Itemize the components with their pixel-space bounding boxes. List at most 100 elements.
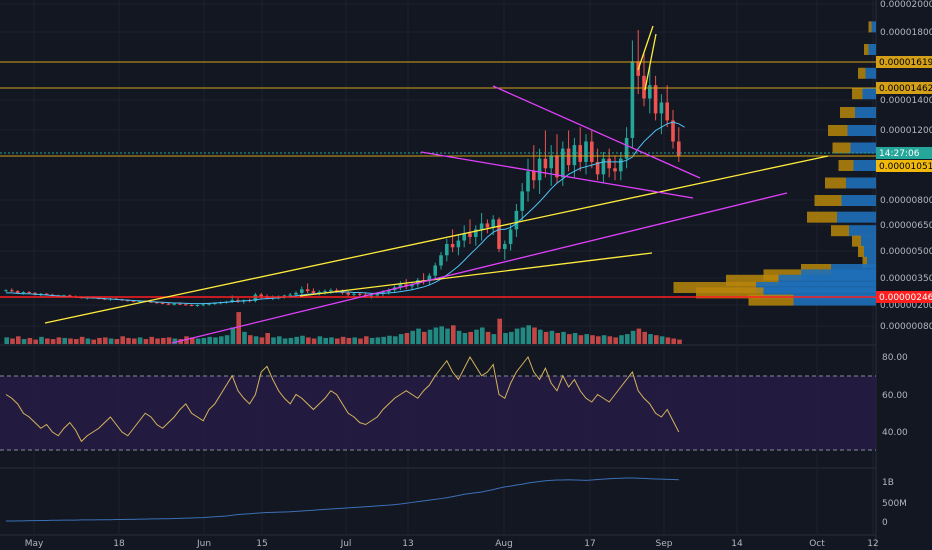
candle-body: [230, 300, 234, 302]
volume-bar: [369, 337, 375, 344]
candle-body: [427, 275, 432, 282]
price-tags: 0.00001619 0.00001462 14:27:06 0.00001051 0.…: [876, 56, 932, 303]
volume-bar: [503, 333, 508, 344]
price-tick-label: 0.00000500: [880, 247, 932, 257]
volume-bar: [358, 338, 363, 344]
magenta-wedge-lower[interactable]: [420, 151, 694, 199]
yellow-trendline-short[interactable]: [299, 252, 653, 297]
candle-body: [207, 303, 211, 305]
candle-body: [68, 295, 72, 297]
candle-body: [671, 120, 675, 142]
candle-body: [178, 303, 182, 305]
vp-down-bar: [862, 256, 867, 268]
volume-bar: [207, 336, 212, 344]
magenta-trendline-long[interactable]: [171, 192, 788, 344]
price-axis[interactable]: 0.00002000 0.00001800 0.00001400 0.00001200…: [880, 0, 932, 332]
volume-bar: [33, 339, 38, 344]
volume-bar: [172, 338, 178, 344]
vp-down-bar: [726, 274, 779, 286]
candle-body: [514, 210, 519, 230]
vp-up-bar: [871, 21, 876, 33]
candle-body: [311, 291, 316, 293]
candle-body: [532, 171, 536, 181]
yellow-trendline-long[interactable]: [44, 155, 829, 324]
volume-bar: [364, 336, 369, 344]
time-tick-label: Sep: [656, 539, 673, 549]
volume-bar: [39, 336, 44, 344]
volume-bar: [520, 327, 526, 344]
time-axis[interactable]: May 18 Jun 15 Jul 13 Aug 17 Sep 14 Oct 12: [25, 539, 879, 549]
price-tick-label: 0.00002000: [880, 0, 932, 10]
volume-bar: [317, 336, 323, 344]
volume-bar: [340, 336, 346, 344]
vp-down-bar: [858, 67, 866, 79]
volume-bar: [259, 337, 265, 344]
volume-bar: [381, 336, 386, 344]
rsi-polyline: [5, 355, 680, 443]
rsi-tick-label: 40.00: [882, 428, 908, 438]
candle-body: [439, 255, 443, 266]
time-tick-label: Jun: [196, 539, 211, 549]
candle-body: [479, 223, 484, 230]
volume-bar: [4, 337, 9, 344]
volume-profile: [673, 21, 876, 306]
yellow-spike-line-a[interactable]: [637, 25, 654, 71]
volume-bar: [10, 338, 15, 344]
candle-body: [15, 291, 20, 293]
volume-bar: [190, 337, 195, 344]
horizontal-levels[interactable]: [0, 61, 876, 298]
volume-bar: [236, 312, 241, 344]
candle-body: [561, 148, 565, 178]
vp-up-bar: [763, 287, 876, 299]
vp-down-bar: [868, 21, 872, 33]
vp-up-bar: [867, 256, 876, 268]
volume-bar: [21, 339, 27, 344]
volume-bar: [132, 338, 137, 344]
magenta-wedge-upper[interactable]: [492, 85, 701, 179]
price-tag-label: 14:27:06: [879, 149, 920, 159]
vp-up-bar: [793, 294, 876, 306]
volume-bar: [62, 337, 67, 344]
volume-bar: [393, 336, 398, 344]
candle-body: [358, 293, 362, 295]
volume-bar: [79, 336, 85, 344]
candle-body: [659, 102, 664, 114]
price-tick-label: 0.00000800: [880, 196, 932, 206]
vp-up-bar: [861, 235, 876, 247]
volume-bar: [462, 333, 468, 344]
candle-body: [253, 294, 258, 301]
volume-bar: [543, 331, 549, 344]
yellow-spike-line-b[interactable]: [644, 33, 657, 91]
price-tag: [876, 291, 932, 303]
vp-down-bar: [840, 107, 855, 118]
volume-bar: [85, 338, 91, 344]
volume-bar: [451, 325, 456, 344]
price-tag-label: 0.00001619: [879, 58, 932, 68]
trendlines[interactable]: [44, 25, 829, 344]
volume-bar: [114, 339, 120, 344]
volume-bar: [230, 327, 236, 344]
price-tag: [876, 56, 932, 68]
candle-body: [537, 158, 542, 181]
vp-down-bar: [852, 88, 863, 100]
volume-bar: [549, 330, 555, 344]
volume-bars: [4, 312, 682, 344]
volume-bar: [195, 338, 201, 344]
vp-up-bar: [865, 67, 876, 79]
candle-body: [166, 303, 171, 305]
candle-body: [450, 243, 455, 248]
vp-down-bar: [858, 246, 864, 257]
candle-body: [387, 290, 391, 293]
volume-bar: [108, 338, 114, 344]
candle-body: [619, 158, 623, 172]
candle-body: [398, 284, 403, 288]
candle-body: [160, 302, 165, 304]
candle-body: [189, 305, 194, 306]
volume-bar: [555, 333, 560, 344]
candle-body: [584, 141, 588, 162]
vp-up-bar: [864, 246, 876, 257]
volume-bar: [137, 337, 143, 344]
volume-bar: [630, 330, 636, 344]
volume-bar: [346, 337, 352, 344]
